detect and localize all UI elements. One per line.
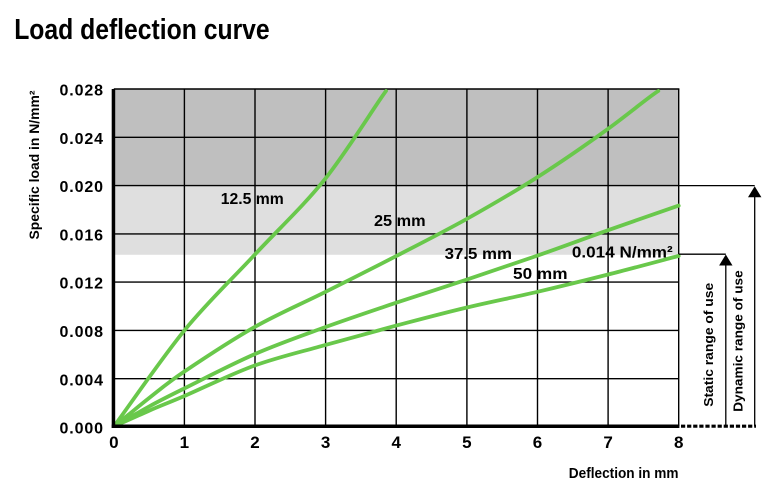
svg-text:4: 4	[391, 433, 401, 452]
svg-text:2: 2	[250, 433, 259, 452]
svg-text:0.014 N/mm²: 0.014 N/mm²	[572, 245, 673, 262]
svg-text:50 mm: 50 mm	[513, 266, 568, 283]
svg-text:0.012: 0.012	[60, 276, 104, 293]
svg-text:0.004: 0.004	[60, 372, 104, 389]
svg-text:0.020: 0.020	[60, 179, 104, 196]
svg-text:5: 5	[462, 433, 471, 452]
svg-text:0.000: 0.000	[60, 421, 104, 438]
svg-text:0.024: 0.024	[60, 131, 104, 148]
svg-text:37.5 mm: 37.5 mm	[445, 246, 512, 263]
svg-text:Static range of use: Static range of use	[701, 283, 716, 407]
svg-text:12.5 mm: 12.5 mm	[221, 191, 284, 208]
svg-text:Load deflection curve: Load deflection curve	[14, 14, 270, 46]
svg-text:Specific load in N/mm²: Specific load in N/mm²	[26, 90, 42, 239]
svg-text:0.016: 0.016	[60, 227, 104, 244]
svg-text:1: 1	[180, 433, 189, 452]
svg-text:0: 0	[109, 433, 118, 452]
svg-text:7: 7	[603, 433, 612, 452]
svg-text:Dynamic range of use: Dynamic range of use	[730, 270, 745, 412]
svg-text:0.008: 0.008	[60, 324, 104, 341]
svg-text:8: 8	[674, 433, 683, 452]
svg-text:6: 6	[533, 433, 542, 452]
svg-text:0.028: 0.028	[60, 83, 104, 100]
svg-text:3: 3	[321, 433, 330, 452]
svg-text:25 mm: 25 mm	[374, 213, 426, 230]
svg-text:Deflection in mm: Deflection in mm	[569, 465, 679, 482]
